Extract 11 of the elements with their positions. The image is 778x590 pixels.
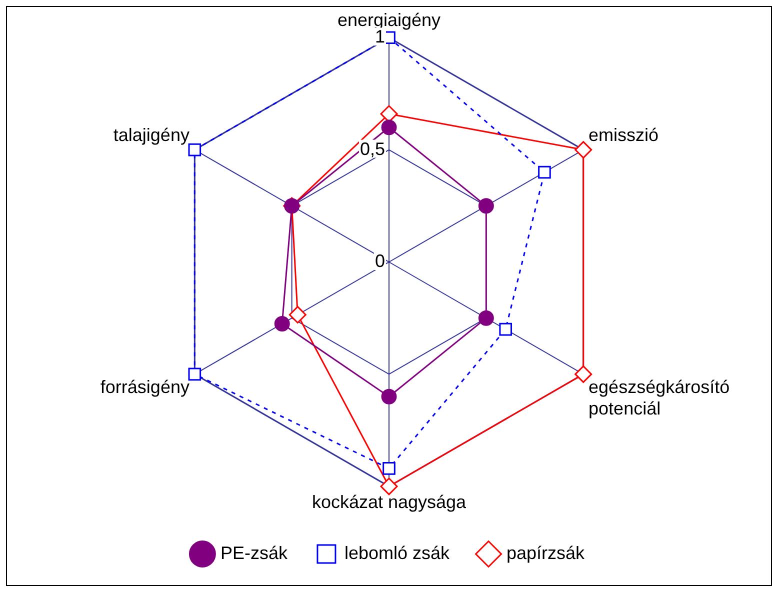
legend-label: papírzsák xyxy=(506,542,586,563)
spoke-label: emisszió xyxy=(588,124,659,145)
spoke-label: egészségkárosító potenciál xyxy=(588,376,730,419)
legend-label: lebomló zsák xyxy=(344,542,451,563)
y-tick-label: 1 xyxy=(374,26,385,47)
spoke-label: forrásigény xyxy=(100,376,190,397)
spoke-label: kockázat nagysága xyxy=(312,492,468,512)
legend-label: PE-zsák xyxy=(220,542,288,563)
spoke-label: talajigény xyxy=(113,124,190,145)
y-tick-label: 0,5 xyxy=(360,138,385,159)
y-tick-label: 0 xyxy=(374,250,385,271)
